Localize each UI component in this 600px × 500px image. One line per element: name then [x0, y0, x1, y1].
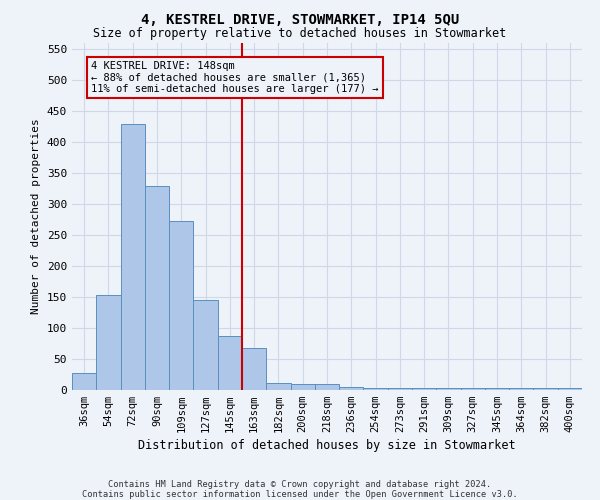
Text: Size of property relative to detached houses in Stowmarket: Size of property relative to detached ho… — [94, 28, 506, 40]
Bar — [218, 336, 242, 390]
Bar — [339, 387, 364, 390]
Bar — [242, 348, 266, 390]
Text: Contains public sector information licensed under the Open Government Licence v3: Contains public sector information licen… — [82, 490, 518, 499]
Bar — [290, 384, 315, 390]
Bar — [266, 382, 290, 390]
Bar — [485, 388, 509, 390]
Y-axis label: Number of detached properties: Number of detached properties — [31, 118, 41, 314]
Bar — [193, 300, 218, 390]
Bar — [509, 388, 533, 390]
Bar — [461, 388, 485, 390]
Bar — [364, 388, 388, 390]
Bar — [315, 384, 339, 390]
Bar — [533, 388, 558, 390]
Bar — [436, 388, 461, 390]
Bar — [96, 295, 121, 390]
Bar — [121, 124, 145, 390]
Text: 4 KESTREL DRIVE: 148sqm
← 88% of detached houses are smaller (1,365)
11% of semi: 4 KESTREL DRIVE: 148sqm ← 88% of detache… — [91, 61, 379, 94]
Bar — [388, 388, 412, 390]
Bar — [558, 388, 582, 390]
X-axis label: Distribution of detached houses by size in Stowmarket: Distribution of detached houses by size … — [138, 440, 516, 452]
Text: 4, KESTREL DRIVE, STOWMARKET, IP14 5QU: 4, KESTREL DRIVE, STOWMARKET, IP14 5QU — [141, 12, 459, 26]
Bar — [145, 186, 169, 390]
Bar — [169, 220, 193, 390]
Bar — [412, 388, 436, 390]
Text: Contains HM Land Registry data © Crown copyright and database right 2024.: Contains HM Land Registry data © Crown c… — [109, 480, 491, 489]
Bar — [72, 373, 96, 390]
